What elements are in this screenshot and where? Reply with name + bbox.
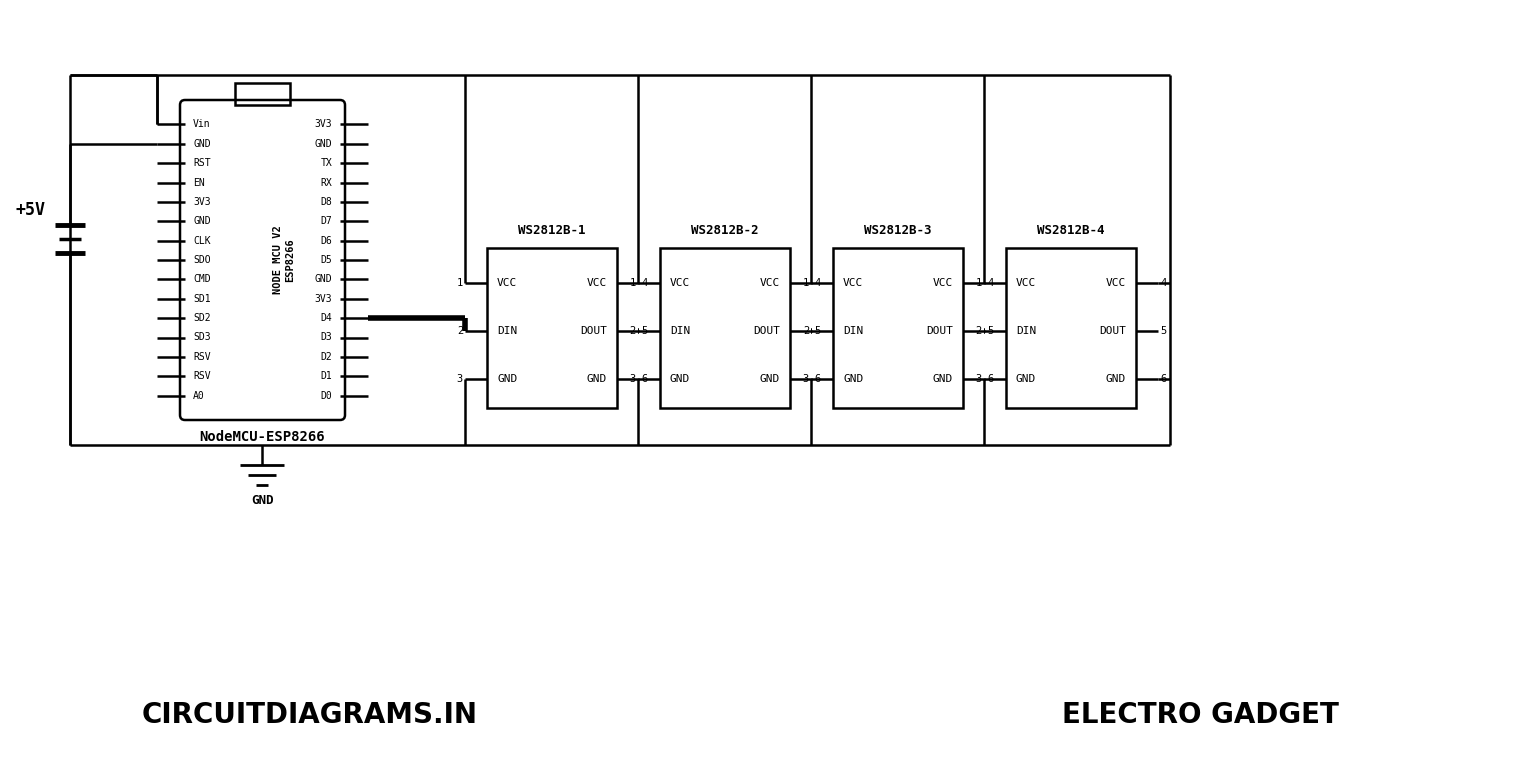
Text: 5: 5 (641, 326, 647, 336)
Text: VCC: VCC (760, 278, 780, 288)
Text: WS2812B-2: WS2812B-2 (691, 224, 759, 237)
Text: +5V: +5V (15, 201, 45, 219)
Text: 6: 6 (641, 374, 647, 384)
Text: DIN: DIN (843, 326, 863, 336)
Text: WS2812B-3: WS2812B-3 (865, 224, 932, 237)
Text: A0: A0 (194, 391, 204, 401)
Text: DIN: DIN (670, 326, 690, 336)
Text: 6: 6 (988, 374, 994, 384)
Text: GND: GND (1106, 374, 1126, 384)
Text: DOUT: DOUT (581, 326, 607, 336)
Text: CLK: CLK (194, 236, 210, 246)
Text: VCC: VCC (1106, 278, 1126, 288)
Text: CMD: CMD (194, 274, 210, 284)
Text: DOUT: DOUT (926, 326, 952, 336)
Text: 3V3: 3V3 (315, 120, 332, 130)
Text: 2: 2 (456, 326, 462, 336)
Text: NODE MCU V2
ESP8266: NODE MCU V2 ESP8266 (273, 226, 295, 295)
Text: GND: GND (250, 493, 273, 507)
Text: 6: 6 (1160, 374, 1166, 384)
Text: D7: D7 (319, 216, 332, 226)
Text: 6: 6 (814, 374, 820, 384)
Text: D4: D4 (319, 313, 332, 323)
Text: 3: 3 (456, 374, 462, 384)
Bar (1006, 248, 1137, 408)
Text: NodeMCU-ESP8266: NodeMCU-ESP8266 (200, 430, 324, 444)
Text: DIN: DIN (1015, 326, 1037, 336)
Text: DIN: DIN (498, 326, 518, 336)
Text: 1: 1 (630, 278, 636, 288)
Text: GND: GND (194, 216, 210, 226)
Text: EN: EN (194, 177, 204, 187)
Text: GND: GND (1015, 374, 1037, 384)
Text: VCC: VCC (843, 278, 863, 288)
Text: GND: GND (498, 374, 518, 384)
Bar (833, 248, 963, 408)
Text: RSV: RSV (194, 372, 210, 381)
FancyBboxPatch shape (180, 100, 346, 420)
Text: 5: 5 (988, 326, 994, 336)
Text: WS2812B-1: WS2812B-1 (518, 224, 585, 237)
Text: D1: D1 (319, 372, 332, 381)
Text: 5: 5 (814, 326, 820, 336)
Text: ELECTRO GADGET: ELECTRO GADGET (1061, 701, 1338, 729)
Text: D3: D3 (319, 332, 332, 342)
Text: 3: 3 (975, 374, 982, 384)
Text: DOUT: DOUT (1098, 326, 1126, 336)
Text: 3: 3 (630, 374, 636, 384)
Text: 3: 3 (803, 374, 809, 384)
Text: 1: 1 (803, 278, 809, 288)
Text: RST: RST (194, 158, 210, 168)
Text: 3V3: 3V3 (194, 197, 210, 207)
Text: 4: 4 (988, 278, 994, 288)
Text: CIRCUITDIAGRAMS.IN: CIRCUITDIAGRAMS.IN (141, 701, 478, 729)
Text: VCC: VCC (498, 278, 518, 288)
Text: D8: D8 (319, 197, 332, 207)
Text: RX: RX (319, 177, 332, 187)
Bar (235, 83, 290, 105)
Bar (660, 248, 790, 408)
Text: 4: 4 (641, 278, 647, 288)
Text: D5: D5 (319, 255, 332, 265)
Text: GND: GND (315, 139, 332, 149)
Text: D0: D0 (319, 391, 332, 401)
Text: 4: 4 (814, 278, 820, 288)
Text: SD1: SD1 (194, 294, 210, 304)
Text: 2: 2 (975, 326, 982, 336)
Text: WS2812B-4: WS2812B-4 (1037, 224, 1104, 237)
Text: 5: 5 (1160, 326, 1166, 336)
Text: 2: 2 (630, 326, 636, 336)
Text: 2: 2 (803, 326, 809, 336)
Text: VCC: VCC (670, 278, 690, 288)
Text: GND: GND (194, 139, 210, 149)
Text: VCC: VCC (932, 278, 952, 288)
Text: 1: 1 (456, 278, 462, 288)
Text: DOUT: DOUT (753, 326, 780, 336)
Text: D2: D2 (319, 352, 332, 362)
Text: VCC: VCC (1015, 278, 1037, 288)
Text: GND: GND (587, 374, 607, 384)
Text: 1: 1 (975, 278, 982, 288)
Text: SDO: SDO (194, 255, 210, 265)
Text: GND: GND (932, 374, 952, 384)
Text: RSV: RSV (194, 352, 210, 362)
Text: 3V3: 3V3 (315, 294, 332, 304)
Text: GND: GND (670, 374, 690, 384)
Text: GND: GND (760, 374, 780, 384)
Text: SD3: SD3 (194, 332, 210, 342)
Text: VCC: VCC (587, 278, 607, 288)
Text: GND: GND (315, 274, 332, 284)
Text: SD2: SD2 (194, 313, 210, 323)
Text: TX: TX (319, 158, 332, 168)
Text: 4: 4 (1160, 278, 1166, 288)
Text: GND: GND (843, 374, 863, 384)
Bar (487, 248, 617, 408)
Text: D6: D6 (319, 236, 332, 246)
Text: Vin: Vin (194, 120, 210, 130)
